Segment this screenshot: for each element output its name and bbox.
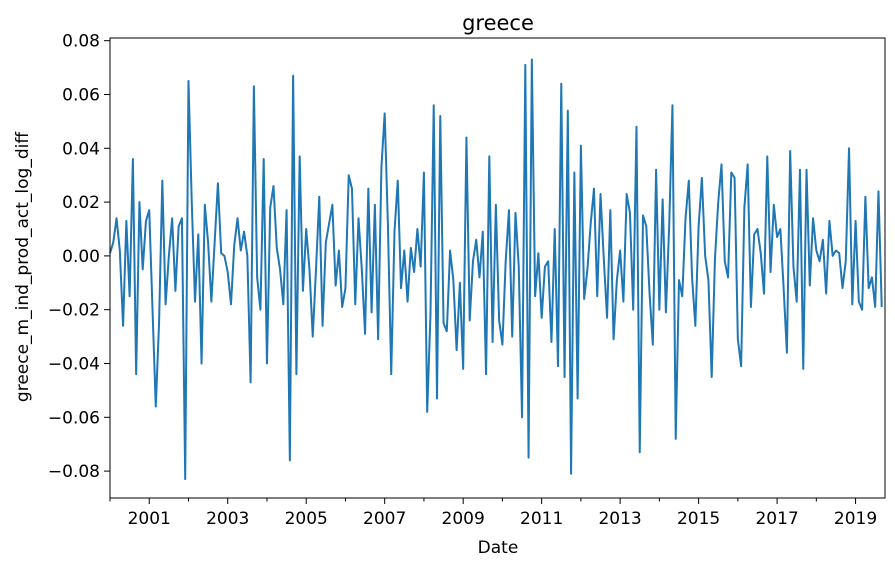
- chart-title: greece: [462, 11, 534, 35]
- x-axis-label: Date: [478, 538, 519, 558]
- y-tick-label: 0.04: [62, 139, 100, 159]
- x-tick-label: 2003: [206, 509, 249, 529]
- x-tick-label: 2001: [128, 509, 171, 529]
- y-tick-label: −0.04: [48, 354, 100, 374]
- x-tick-label: 2013: [598, 509, 641, 529]
- x-tick-label: 2011: [520, 509, 563, 529]
- y-axis-label: greece_m_ind_prod_act_log_diff: [13, 131, 33, 402]
- y-tick-label: 0.08: [62, 32, 100, 52]
- plot-area-frame: [109, 37, 886, 499]
- y-tick-label: 0.00: [62, 247, 100, 267]
- y-tick-label: 0.06: [62, 85, 100, 105]
- x-tick-label: 2019: [834, 509, 877, 529]
- y-tick-label: −0.02: [48, 301, 100, 321]
- y-tick-label: −0.08: [48, 462, 100, 482]
- y-tick-label: 0.02: [62, 193, 100, 213]
- x-tick-label: 2017: [755, 509, 798, 529]
- y-tick-label: −0.06: [48, 408, 100, 428]
- x-tick-label: 2009: [442, 509, 485, 529]
- x-tick-label: 2005: [285, 509, 328, 529]
- x-axis: 2001 2003 2005 2007 2009 2011 2013 2015 2017 2019: [109, 498, 877, 529]
- x-tick-label: 2007: [363, 509, 406, 529]
- y-axis: 0.08 0.06 0.04 0.02 0.00 −0.02 −0.04 −0.06 −0.08: [48, 32, 110, 482]
- x-tick-label: 2015: [677, 509, 720, 529]
- series-line: [109, 58, 883, 481]
